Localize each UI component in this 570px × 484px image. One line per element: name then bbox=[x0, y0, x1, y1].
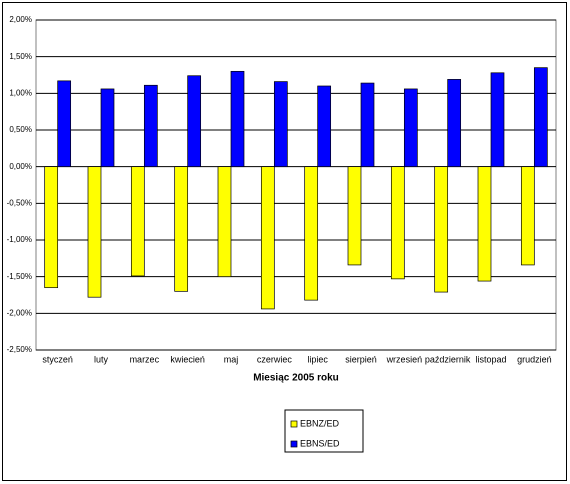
x-tick-label: październik bbox=[425, 354, 471, 364]
x-tick-label: wrzesień bbox=[386, 354, 423, 364]
bar bbox=[217, 166, 232, 278]
x-tick-label: luty bbox=[94, 354, 109, 364]
bar bbox=[143, 84, 158, 168]
bar bbox=[490, 72, 505, 168]
y-tick-label: 2,00% bbox=[9, 15, 32, 24]
bar bbox=[187, 75, 202, 168]
bar bbox=[273, 81, 288, 168]
bar bbox=[260, 166, 275, 310]
x-tick-label: lipiec bbox=[307, 354, 328, 364]
x-tick-label: grudzień bbox=[517, 354, 552, 364]
x-tick-label: marzec bbox=[130, 354, 160, 364]
bar bbox=[174, 166, 189, 292]
legend-swatch bbox=[290, 440, 298, 448]
x-tick-label: styczeń bbox=[42, 354, 73, 364]
bar bbox=[304, 166, 319, 301]
bar bbox=[360, 82, 375, 168]
bar bbox=[403, 88, 418, 168]
bar bbox=[317, 85, 332, 168]
bar bbox=[57, 80, 72, 168]
y-tick-label: -0,50% bbox=[7, 198, 32, 207]
bar bbox=[447, 79, 462, 168]
bar bbox=[130, 166, 145, 277]
bar bbox=[434, 166, 449, 293]
legend-label: EBNZ/ED bbox=[300, 418, 340, 428]
x-tick-label: czerwiec bbox=[257, 354, 293, 364]
bar bbox=[230, 70, 245, 168]
y-tick-label: 0,50% bbox=[9, 125, 32, 134]
y-tick-label: 0,00% bbox=[9, 162, 32, 171]
bar bbox=[520, 166, 535, 266]
x-tick-label: kwiecień bbox=[170, 354, 205, 364]
x-tick-label: maj bbox=[224, 354, 239, 364]
bar bbox=[390, 166, 405, 280]
bar bbox=[44, 166, 59, 289]
bar bbox=[100, 88, 115, 168]
bar bbox=[533, 67, 548, 168]
y-tick-label: -1,50% bbox=[7, 272, 32, 281]
legend-label: EBNS/ED bbox=[300, 438, 340, 448]
legend-box bbox=[284, 409, 364, 453]
y-tick-label: -2,00% bbox=[7, 308, 32, 317]
legend-swatch bbox=[290, 420, 298, 428]
bar bbox=[477, 166, 492, 282]
x-tick-label: sierpień bbox=[345, 354, 377, 364]
y-tick-label: -1,00% bbox=[7, 235, 32, 244]
bar bbox=[87, 166, 102, 298]
x-tick-label: listopad bbox=[475, 354, 506, 364]
y-tick-label: 1,50% bbox=[9, 52, 32, 61]
plot-area bbox=[35, 19, 557, 351]
y-tick-label: -2,50% bbox=[7, 345, 32, 354]
bar bbox=[347, 166, 362, 266]
y-tick-label: 1,00% bbox=[9, 88, 32, 97]
x-axis-title: Miesiąc 2005 roku bbox=[253, 373, 339, 384]
